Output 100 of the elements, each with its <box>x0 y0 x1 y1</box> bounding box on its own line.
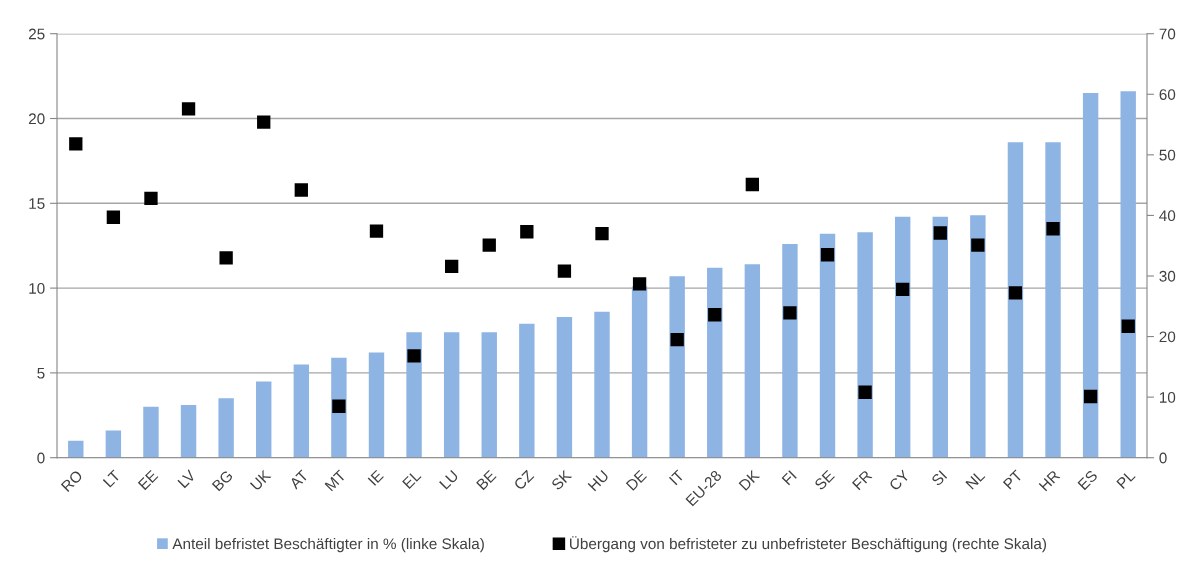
point <box>896 282 910 296</box>
legend-label: Anteil befristet Beschäftigter in % (linke Skala) <box>172 537 484 553</box>
x-tick-label: ES <box>1077 469 1099 491</box>
y2-tick-label: 40 <box>1159 210 1176 222</box>
point <box>181 102 196 116</box>
bar <box>1007 142 1024 458</box>
x-tick-label: LV <box>177 469 197 489</box>
x-tick-label: LT <box>102 469 121 488</box>
bar <box>669 276 685 458</box>
x-tick-label: LU <box>439 470 459 490</box>
x-tick-label: HU <box>587 470 610 492</box>
point <box>369 224 384 238</box>
bar <box>1120 91 1136 458</box>
point <box>482 238 496 252</box>
point <box>69 137 83 151</box>
x-tick-label: MT <box>324 469 347 492</box>
bar <box>519 323 535 458</box>
x-tick-label: UK <box>249 469 272 491</box>
x-tick-label: RO <box>60 469 84 493</box>
x-tick-label: IT <box>668 469 685 486</box>
x-tick-label: FR <box>851 469 873 491</box>
point <box>745 177 760 192</box>
bar <box>894 216 911 458</box>
point <box>632 277 647 291</box>
bar <box>932 216 948 458</box>
bar <box>256 381 272 458</box>
bar <box>105 430 122 458</box>
point <box>858 385 872 399</box>
point <box>520 225 534 239</box>
point <box>106 210 121 224</box>
x-tick-label: DK <box>738 469 761 491</box>
x-tick-label: PT <box>1002 469 1024 490</box>
point <box>595 226 609 241</box>
point <box>820 248 835 262</box>
bar <box>143 406 159 458</box>
bar <box>707 267 723 458</box>
bar <box>857 232 873 458</box>
point <box>407 349 421 363</box>
x-tick-label: BG <box>211 469 234 492</box>
point <box>257 115 271 129</box>
y-tick-label: 15 <box>29 198 45 209</box>
point <box>1008 286 1023 300</box>
x-tick-label: SK <box>550 469 573 491</box>
point <box>1046 222 1060 236</box>
y-tick-label: 5 <box>37 367 45 379</box>
bar <box>819 233 836 458</box>
point <box>294 183 308 197</box>
bar <box>594 311 610 458</box>
y-tick-label: 20 <box>28 113 45 125</box>
point <box>933 226 947 240</box>
bar <box>481 332 497 458</box>
bar <box>443 332 460 458</box>
bar <box>1082 93 1099 458</box>
point <box>557 264 572 278</box>
bar <box>970 215 986 458</box>
bar <box>744 264 761 458</box>
y2-tick-label: 10 <box>1159 392 1176 403</box>
bar <box>556 316 573 458</box>
x-tick-label: CY <box>888 469 911 492</box>
x-tick-label: SI <box>930 470 948 487</box>
bar <box>782 244 798 458</box>
y2-tick-label: 20 <box>1159 331 1176 343</box>
y2-tick-label: 50 <box>1159 149 1176 161</box>
x-tick-label: EL <box>402 469 422 489</box>
x-tick-label: IE <box>367 469 384 486</box>
x-tick-label: CZ <box>513 469 535 491</box>
bar <box>293 364 310 458</box>
point <box>219 251 233 265</box>
x-tick-label: EE <box>137 469 159 491</box>
point <box>144 191 158 206</box>
y2-tick-label: 60 <box>1159 89 1176 100</box>
bar <box>180 405 197 458</box>
point <box>332 399 346 413</box>
y-tick-label: 25 <box>28 28 45 40</box>
point <box>708 308 722 322</box>
point <box>971 238 985 252</box>
point <box>1121 319 1135 333</box>
bar <box>631 286 648 458</box>
x-tick-label: HR <box>1038 469 1061 492</box>
y2-tick-label: 0 <box>1159 452 1167 464</box>
y-tick-label: 0 <box>37 452 45 464</box>
y2-tick-label: 30 <box>1159 270 1176 282</box>
legend-label: Übergang von befristeter zu unbefristeter Beschäftigung (rechte Skala) <box>570 536 1047 553</box>
bar <box>1045 142 1061 458</box>
x-tick-label: BE <box>476 469 497 491</box>
point <box>1083 389 1098 404</box>
y2-tick-label: 70 <box>1159 28 1176 40</box>
x-tick-label: DE <box>625 469 647 491</box>
point <box>783 306 797 320</box>
x-tick-label: AT <box>288 469 309 490</box>
x-tick-label: FI <box>781 470 797 486</box>
x-tick-label: NL <box>965 469 986 490</box>
point <box>444 259 459 273</box>
bar <box>68 440 84 458</box>
x-tick-label: PL <box>1116 469 1136 489</box>
bar <box>368 352 385 458</box>
y-tick-label: 10 <box>29 282 45 294</box>
bar <box>218 398 234 458</box>
point <box>670 332 684 347</box>
x-tick-label: SE <box>813 469 835 491</box>
